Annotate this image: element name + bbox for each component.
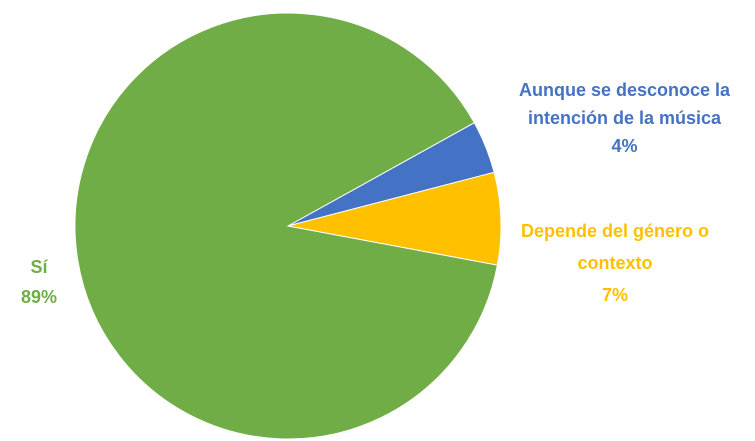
slice-label: Aunque se desconoce la intención de la m… xyxy=(494,76,755,160)
pie-slice xyxy=(74,12,498,440)
slice-label: Depende del género o contexto 7% xyxy=(508,215,722,311)
value-label: 89% xyxy=(20,287,58,307)
category-name: Aunque se desconoce la intención de la m… xyxy=(518,80,731,128)
category-name: Sí xyxy=(30,257,48,277)
category-name: Depende del género o contexto xyxy=(520,221,710,273)
slice-label: Sí 89% xyxy=(0,252,78,312)
value-label: 4% xyxy=(611,136,638,156)
value-label: 7% xyxy=(601,285,628,305)
